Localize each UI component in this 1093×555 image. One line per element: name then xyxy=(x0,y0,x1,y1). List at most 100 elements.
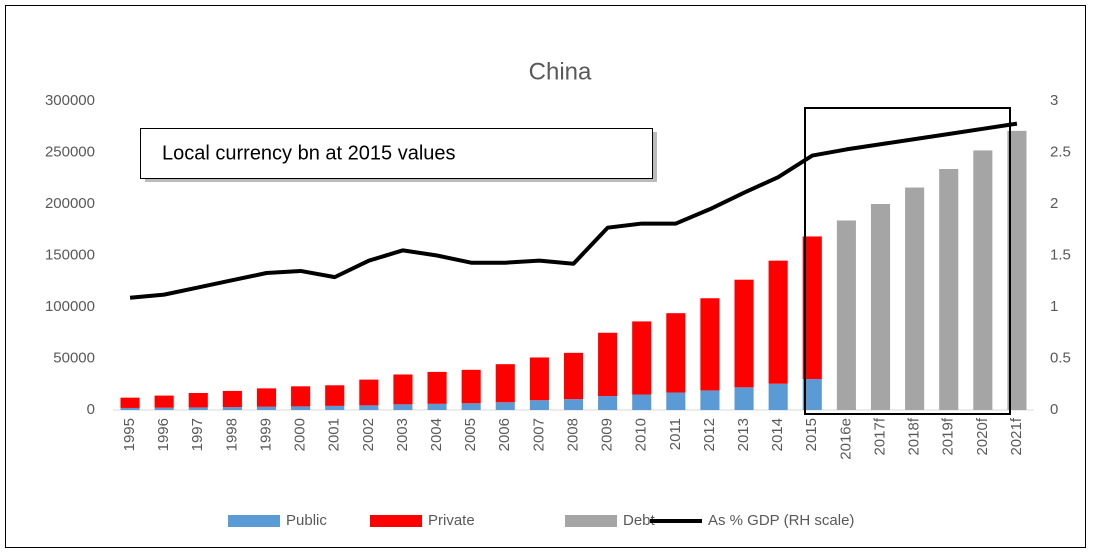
legend-label: Private xyxy=(428,512,475,529)
y2-tick-label: 1 xyxy=(1050,298,1058,315)
x-tick-label: 2001 xyxy=(326,418,343,451)
bar xyxy=(529,357,549,401)
bar xyxy=(529,400,549,410)
x-tick-label: 2019f xyxy=(940,417,957,455)
bar xyxy=(188,407,208,410)
x-tick-label: 2014 xyxy=(769,418,786,451)
x-tick-label: 2020f xyxy=(974,417,991,455)
bar xyxy=(495,364,515,403)
y2-tick-label: 2.5 xyxy=(1050,143,1071,160)
y2-tick-label: 0.5 xyxy=(1050,349,1071,366)
x-tick-label: 1997 xyxy=(189,418,206,451)
y-tick-label: 150000 xyxy=(45,246,95,263)
y-tick-label: 50000 xyxy=(53,349,95,366)
bar xyxy=(836,220,856,410)
x-tick-label: 2016e xyxy=(837,418,854,460)
x-tick-label: 2015 xyxy=(803,418,820,451)
x-tick-label: 2012 xyxy=(701,418,718,451)
bar xyxy=(700,298,720,391)
y-tick-label: 250000 xyxy=(45,143,95,160)
bar xyxy=(870,204,891,410)
bar xyxy=(359,405,379,410)
bar xyxy=(666,313,686,393)
x-tick-label: 1998 xyxy=(223,418,240,451)
bar xyxy=(256,388,277,407)
bar xyxy=(154,395,174,408)
bar xyxy=(768,260,788,384)
bar xyxy=(461,403,481,410)
bar xyxy=(802,379,822,410)
legend-label: Debt xyxy=(623,512,656,529)
bar xyxy=(256,406,277,410)
x-tick-label: 1995 xyxy=(121,418,138,451)
bar xyxy=(734,279,754,388)
line xyxy=(129,121,1018,300)
x-tick-label: 2018f xyxy=(906,417,923,455)
x-tick-label: 2004 xyxy=(428,418,445,451)
y-tick-label: 300000 xyxy=(45,92,95,109)
bar xyxy=(632,394,652,410)
y2-tick-label: 2 xyxy=(1050,195,1058,212)
bar xyxy=(154,407,174,410)
x-tick-label: 2013 xyxy=(735,418,752,451)
chart-title: China xyxy=(529,58,592,85)
bar xyxy=(291,386,311,407)
bar xyxy=(563,352,584,400)
y2-tick-label: 0 xyxy=(1050,401,1058,418)
bar xyxy=(461,369,481,404)
bar xyxy=(598,396,618,410)
x-tick-label: 2021f xyxy=(1008,417,1025,455)
x-tick-label: 2000 xyxy=(292,418,309,451)
legend-swatch xyxy=(565,515,617,527)
bar xyxy=(427,371,447,404)
x-tick-label: 2009 xyxy=(599,418,616,451)
bar xyxy=(393,404,413,410)
legend-swatch xyxy=(370,515,422,527)
highlight-box xyxy=(804,107,1011,415)
bar xyxy=(734,387,754,410)
x-tick-label: 1996 xyxy=(155,418,172,451)
bar xyxy=(973,150,993,410)
bar xyxy=(768,383,788,410)
bar xyxy=(632,321,652,395)
bar xyxy=(666,392,686,410)
bar xyxy=(1007,130,1027,410)
bar xyxy=(222,407,242,410)
bar xyxy=(905,187,925,410)
y-tick-label: 0 xyxy=(87,401,95,418)
legend-label: As % GDP (RH scale) xyxy=(708,512,854,529)
bar xyxy=(939,168,959,410)
x-tick-label: 2017f xyxy=(871,417,888,455)
bar xyxy=(393,374,413,405)
x-tick-label: 2011 xyxy=(667,418,684,450)
bar xyxy=(325,405,345,410)
y-tick-label: 200000 xyxy=(45,195,95,212)
x-tick-label: 2007 xyxy=(530,418,547,451)
x-tick-label: 2002 xyxy=(360,418,377,451)
x-tick-label: 2003 xyxy=(394,418,411,451)
x-tick-label: 2005 xyxy=(462,418,479,451)
y2-tick-label: 3 xyxy=(1050,92,1058,109)
bar xyxy=(700,390,720,410)
annotation-box xyxy=(140,128,653,179)
bar xyxy=(802,236,822,380)
legend-label: Public xyxy=(286,512,327,529)
y-tick-label: 100000 xyxy=(45,298,95,315)
x-tick-label: 2008 xyxy=(564,418,581,451)
x-tick-label: 1999 xyxy=(257,418,274,451)
bar xyxy=(120,407,140,410)
x-tick-label: 2006 xyxy=(496,418,513,451)
bar xyxy=(427,403,447,410)
bar xyxy=(291,406,311,410)
bar xyxy=(120,397,140,408)
x-tick-label: 2010 xyxy=(633,418,650,451)
legend-swatch xyxy=(228,515,280,527)
bar xyxy=(495,402,515,410)
bar xyxy=(598,332,618,397)
bar xyxy=(359,379,379,406)
bar xyxy=(325,385,345,406)
bar xyxy=(222,390,242,408)
y2-tick-label: 1.5 xyxy=(1050,246,1071,263)
bar xyxy=(563,399,584,410)
